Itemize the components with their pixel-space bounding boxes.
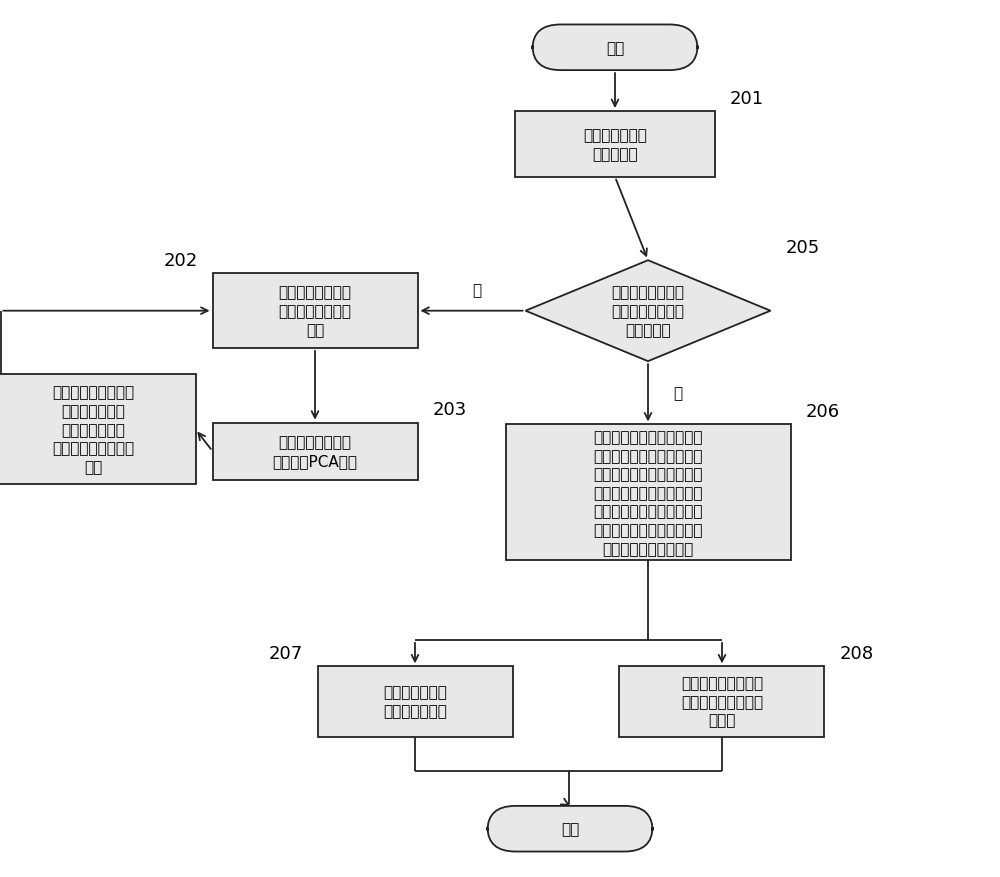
- Text: 根据呼吸变化序
列计算呼吸频率: 根据呼吸变化序 列计算呼吸频率: [383, 685, 447, 718]
- Text: 205: 205: [786, 239, 820, 256]
- Text: 是: 是: [673, 386, 682, 401]
- Text: 获取一段时间内
深度视频流: 获取一段时间内 深度视频流: [583, 128, 647, 161]
- Text: 201: 201: [730, 89, 764, 108]
- FancyBboxPatch shape: [487, 806, 652, 852]
- Text: 是否处按顺序理完
所有深度视频流中
每一帧图像: 是否处按顺序理完 所有深度视频流中 每一帧图像: [612, 285, 684, 338]
- FancyBboxPatch shape: [532, 25, 698, 71]
- FancyBboxPatch shape: [318, 667, 512, 737]
- Text: 结束: 结束: [561, 821, 579, 837]
- Text: 202: 202: [163, 252, 198, 270]
- FancyBboxPatch shape: [213, 274, 418, 348]
- FancyBboxPatch shape: [213, 423, 418, 481]
- Text: 计算降维后胸腹部区
域数据的方差，
得到衡量该时刻
胸腹部区域变化程度
的值: 计算降维后胸腹部区 域数据的方差， 得到衡量该时刻 胸腹部区域变化程度 的值: [52, 385, 134, 474]
- Text: 在深度图像帧中定
位被监测者胸腹部
区域: 在深度图像帧中定 位被监测者胸腹部 区域: [278, 285, 352, 338]
- Text: 利用单调性和序列波
动程度，得出呼吸暂
停区间: 利用单调性和序列波 动程度，得出呼吸暂 停区间: [681, 675, 763, 728]
- Polygon shape: [526, 261, 770, 361]
- FancyBboxPatch shape: [619, 667, 824, 737]
- Text: 对胸腹部变化序列进行傅里
叶变换，将变换后的序列中
的高频成分置零，再用逆傅
里叶变换重建胸腹部变化序
列，以上便完成对胸腹部变
换序列的低通滤波，得到被
监测: 对胸腹部变化序列进行傅里 叶变换，将变换后的序列中 的高频成分置零，再用逆傅 里…: [593, 430, 703, 556]
- Text: 对胸腹部区域数据
使用快速PCA降维: 对胸腹部区域数据 使用快速PCA降维: [272, 435, 358, 468]
- FancyBboxPatch shape: [515, 112, 715, 177]
- Text: 207: 207: [268, 644, 302, 662]
- FancyBboxPatch shape: [0, 375, 196, 484]
- Text: 208: 208: [840, 644, 874, 662]
- Text: 206: 206: [806, 403, 840, 421]
- Text: 203: 203: [432, 401, 467, 419]
- Text: 开始: 开始: [606, 40, 624, 56]
- Text: 否: 否: [472, 283, 481, 298]
- FancyBboxPatch shape: [506, 425, 790, 561]
